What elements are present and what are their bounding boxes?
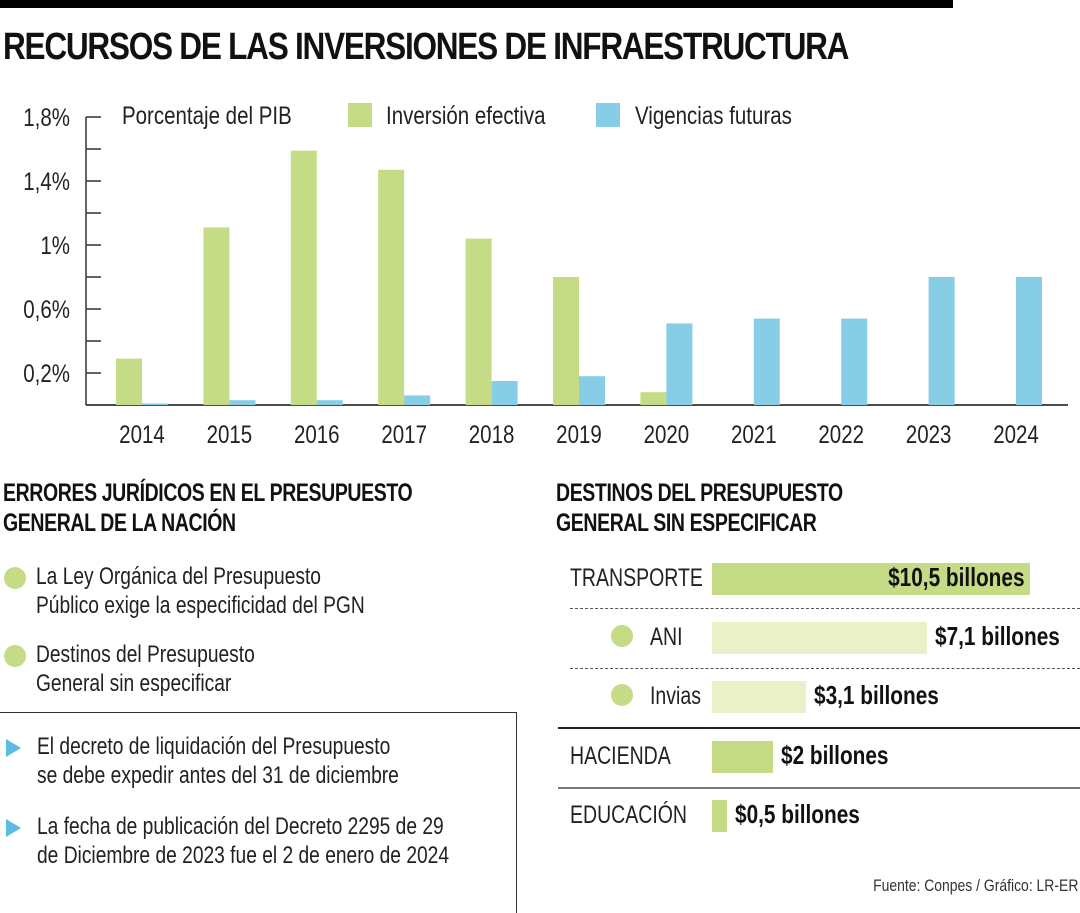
- legend-swatch-vigencias-futuras: [596, 103, 620, 127]
- divider: [558, 727, 1080, 729]
- destino-value: $7,1 billones: [935, 621, 1060, 651]
- list-item: El decreto de liquidación del Presupuest…: [4, 732, 489, 790]
- top-rule: [0, 0, 953, 8]
- circle-bullet-icon: [4, 567, 26, 589]
- bar-vigencias-futuras-2015: [229, 400, 256, 405]
- destino-bar: [712, 681, 806, 713]
- investment-bar-chart: Porcentaje del PIB Inversión efectiva Vi…: [23, 101, 1068, 448]
- x-tick-label: 2014: [119, 420, 165, 448]
- bar-inversion-efectiva-2017: [378, 169, 405, 405]
- bars-group: [116, 150, 1042, 405]
- destino-label: ANI: [650, 623, 683, 651]
- bar-vigencias-futuras-2020: [666, 323, 693, 405]
- x-tick-label: 2023: [906, 420, 952, 448]
- list-item-line2: se debe expedir antes del 31 de diciembr…: [37, 762, 399, 789]
- circle-bullet-icon: [611, 684, 633, 706]
- bar-vigencias-futuras-2017: [404, 395, 431, 405]
- bar-inversion-efectiva-2015: [203, 227, 230, 405]
- x-tick-label: 2020: [644, 420, 690, 448]
- bar-vigencias-futuras-2023: [928, 277, 955, 405]
- list-item-line1: Destinos del Presupuesto: [36, 641, 255, 668]
- bar-vigencias-futuras-2024: [1016, 277, 1042, 405]
- errores-heading-line1: ERRORES JURÍDICOS EN EL PRESUPUESTO: [3, 479, 413, 507]
- divider: [558, 787, 1080, 789]
- y-axis-label: Porcentaje del PIB: [122, 101, 292, 129]
- destino-value: $0,5 billones: [735, 799, 861, 829]
- y-tick-label: 0,6%: [23, 295, 70, 323]
- triangle-bullet-icon: [6, 739, 21, 757]
- bar-inversion-efectiva-2014: [116, 358, 142, 405]
- bar-vigencias-futuras-2021: [753, 318, 780, 405]
- destino-label: EDUCACIÓN: [570, 801, 688, 829]
- destino-value: $10,5 billones: [887, 562, 1025, 592]
- y-tick-label: 1,4%: [23, 167, 70, 195]
- x-tick-label: 2024: [993, 420, 1039, 448]
- source-credit: Fuente: Conpes / Gráfico: LR-ER: [872, 876, 1078, 895]
- errores-heading: ERRORES JURÍDICOS EN EL PRESUPUESTO GENE…: [3, 478, 413, 538]
- list-item-line2: de Diciembre de 2023 fue el 2 de enero d…: [37, 842, 450, 869]
- bar-inversion-efectiva-2020: [640, 392, 667, 405]
- list-item: La fecha de publicación del Decreto 2295…: [4, 812, 552, 870]
- circle-bullet-icon: [611, 625, 633, 647]
- circle-bullet-icon: [4, 645, 26, 667]
- bar-vigencias-futuras-2019: [579, 376, 605, 405]
- list-item-line1: La Ley Orgánica del Presupuesto: [36, 563, 321, 590]
- destino-bar: [712, 800, 728, 832]
- list-item-line1: La fecha de publicación del Decreto 2295…: [37, 813, 444, 840]
- x-tick-label: 2016: [294, 420, 340, 448]
- destino-label: Invias: [650, 682, 701, 710]
- legend-label-vigencias-futuras: Vigencias futuras: [635, 101, 792, 129]
- list-item-line2: General sin especificar: [36, 670, 232, 697]
- list-item-line1: El decreto de liquidación del Presupuest…: [37, 733, 391, 760]
- y-tick-label: 1%: [40, 231, 70, 259]
- dashed-divider: [570, 668, 1080, 669]
- dashed-divider: [570, 608, 1080, 609]
- y-tick-label: 1,8%: [23, 103, 70, 131]
- x-tick-label: 2015: [207, 420, 253, 448]
- bar-inversion-efectiva-2016: [290, 150, 317, 405]
- legend-label-inversion-efectiva: Inversión efectiva: [386, 101, 546, 129]
- page-title: RECURSOS DE LAS INVERSIONES DE INFRAESTR…: [3, 26, 849, 68]
- destino-value: $2 billones: [780, 740, 889, 770]
- x-tick-label: 2021: [731, 420, 777, 448]
- list-item: Destinos del Presupuesto General sin esp…: [4, 640, 310, 698]
- destino-value: $3,1 billones: [813, 680, 939, 710]
- x-tick-label: 2022: [818, 420, 864, 448]
- y-axis: 1,8% 1,4% 1% 0,6% 0,2%: [23, 103, 1068, 406]
- destinos-heading: DESTINOS DEL PRESUPUESTO GENERAL SIN ESP…: [556, 478, 843, 538]
- bar-vigencias-futuras-2014: [142, 403, 168, 405]
- x-tick-label: 2018: [469, 420, 515, 448]
- x-axis-labels: 2014 2015 2016 2017 2018 2019 2020 2021 2022 2023…: [119, 420, 1039, 448]
- destino-label: TRANSPORTE: [570, 564, 703, 592]
- list-item-line2: Público exige la especificidad del PGN: [36, 592, 365, 619]
- x-tick-label: 2019: [556, 420, 602, 448]
- legend-swatch-inversion-efectiva: [348, 103, 372, 127]
- y-tick-label: 0,2%: [23, 359, 70, 387]
- destino-bar: [712, 741, 773, 773]
- x-tick-label: 2017: [381, 420, 427, 448]
- bar-inversion-efectiva-2018: [465, 238, 492, 405]
- bar-vigencias-futuras-2022: [841, 318, 868, 405]
- bar-inversion-efectiva-2019: [553, 277, 579, 405]
- destinos-heading-line1: DESTINOS DEL PRESUPUESTO: [556, 479, 843, 507]
- destino-label: HACIENDA: [570, 742, 671, 770]
- destino-bar: [712, 563, 1031, 595]
- decree-info-box: [0, 712, 517, 913]
- destinos-heading-line2: GENERAL SIN ESPECIFICAR: [556, 509, 817, 537]
- errores-heading-line2: GENERAL DE LA NACIÓN: [3, 509, 236, 537]
- destino-bar: [712, 622, 928, 654]
- chart-legend: Porcentaje del PIB Inversión efectiva Vi…: [122, 101, 792, 129]
- list-item: La Ley Orgánica del Presupuesto Público …: [4, 562, 447, 620]
- bar-vigencias-futuras-2016: [316, 400, 343, 405]
- bar-vigencias-futuras-2018: [491, 381, 518, 405]
- triangle-bullet-icon: [6, 819, 21, 837]
